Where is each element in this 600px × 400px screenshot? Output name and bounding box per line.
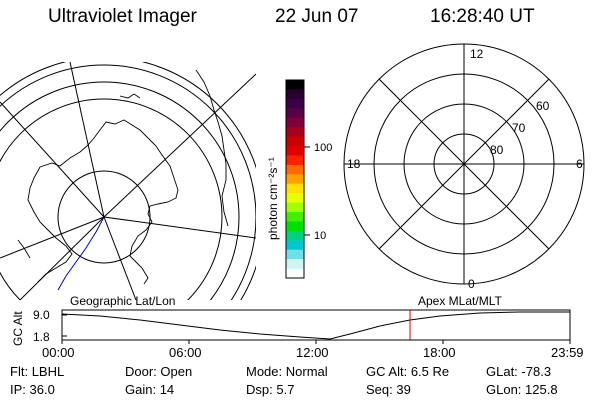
info-glon: GLon: 125.8 — [486, 382, 558, 397]
info-dsp: Dsp: 5.7 — [246, 382, 295, 397]
info-flt: Flt: LBHL — [10, 364, 65, 379]
lon-line — [0, 216, 105, 259]
mlt-label-0: 0 — [468, 277, 475, 291]
color-bar-segment — [286, 230, 304, 241]
coastline — [17, 239, 31, 259]
coastline — [119, 93, 141, 99]
altitude-y-tick: 1.8 — [33, 330, 50, 344]
orbit-track — [57, 216, 105, 291]
mlt-label-6: 6 — [576, 157, 583, 171]
color-bar-segment — [286, 221, 304, 232]
color-bar-segment — [286, 155, 304, 166]
color-bar-segment — [286, 174, 304, 185]
coastline — [195, 69, 229, 227]
time-label: 16:28:40 UT — [430, 6, 535, 27]
altitude-x-tick: 18:00 — [423, 345, 456, 360]
color-bar-segment — [286, 136, 304, 147]
info-gc-alt: GC Alt: 6.5 Re — [366, 364, 450, 379]
altitude-x-tick: 23:59 — [551, 345, 584, 360]
color-bar-segment — [286, 183, 304, 194]
coastline — [27, 166, 73, 283]
polar-axis — [378, 78, 550, 250]
color-bar-segment — [286, 249, 304, 260]
color-bar-segment — [286, 117, 304, 128]
lat-circle — [0, 62, 256, 300]
lon-line — [19, 216, 105, 300]
color-bar-frame — [285, 79, 305, 279]
color-bar-tick-label: 10 — [314, 230, 326, 242]
color-bar-segment — [286, 80, 304, 91]
color-bar-segment — [286, 259, 304, 270]
polar-plot — [343, 43, 585, 285]
lat-circle — [0, 98, 223, 300]
color-bar-segment — [286, 89, 304, 100]
altitude-x-tick: 06:00 — [169, 345, 202, 360]
lon-line — [103, 216, 137, 300]
color-bar-segment — [286, 268, 304, 279]
color-bar-segment — [286, 202, 304, 213]
color-bar-segment — [286, 146, 304, 157]
color-bar-segment — [286, 193, 304, 204]
altitude-x-tick: 00:00 — [42, 345, 75, 360]
color-bar-segment — [286, 127, 304, 138]
color-bar — [286, 80, 304, 279]
info-ip: IP: 36.0 — [10, 382, 55, 397]
lat-label-80: 80 — [490, 143, 504, 157]
info-door: Door: Open — [125, 364, 193, 379]
altitude-left-title: Geographic Lat/Lon — [70, 294, 175, 308]
color-bar-segment — [286, 98, 304, 109]
lon-line — [103, 73, 256, 218]
altitude-right-title: Apex MLat/MLT — [418, 294, 502, 308]
color-bar-segment — [286, 164, 304, 175]
altitude-y-tick: 9.0 — [33, 308, 50, 322]
lat-label-60: 60 — [536, 99, 550, 113]
altitude-y-label: GC Alt — [11, 311, 25, 346]
altitude-plot — [61, 309, 571, 344]
altitude-curve — [61, 311, 570, 340]
lon-line — [69, 62, 105, 218]
altitude-x-tick: 12:00 — [296, 345, 329, 360]
color-bar-tick-label: 100 — [314, 142, 332, 154]
info-mode: Mode: Normal — [246, 364, 328, 379]
mlt-label-12: 12 — [470, 47, 484, 61]
color-bar-segment — [286, 108, 304, 119]
lon-line — [0, 101, 105, 218]
date-label: 22 Jun 07 — [275, 6, 359, 27]
color-bar-segment — [286, 212, 304, 223]
geographic-map — [0, 62, 256, 300]
info-gain: Gain: 14 — [125, 382, 175, 397]
lon-line — [103, 216, 256, 239]
lat-circle — [0, 81, 240, 300]
info-seq: Seq: 39 — [366, 382, 411, 397]
mlt-label-18: 18 — [347, 157, 361, 171]
lat-label-70: 70 — [512, 121, 526, 135]
instrument-title: Ultraviolet Imager — [48, 6, 197, 27]
altitude-plot-frame — [61, 309, 571, 341]
lat-circle — [0, 64, 256, 300]
info-glat: GLat: -78.3 — [486, 364, 552, 379]
color-bar-unit: photon cm⁻²s⁻¹ — [266, 157, 280, 240]
coastline — [39, 119, 179, 285]
color-bar-segment — [286, 240, 304, 251]
